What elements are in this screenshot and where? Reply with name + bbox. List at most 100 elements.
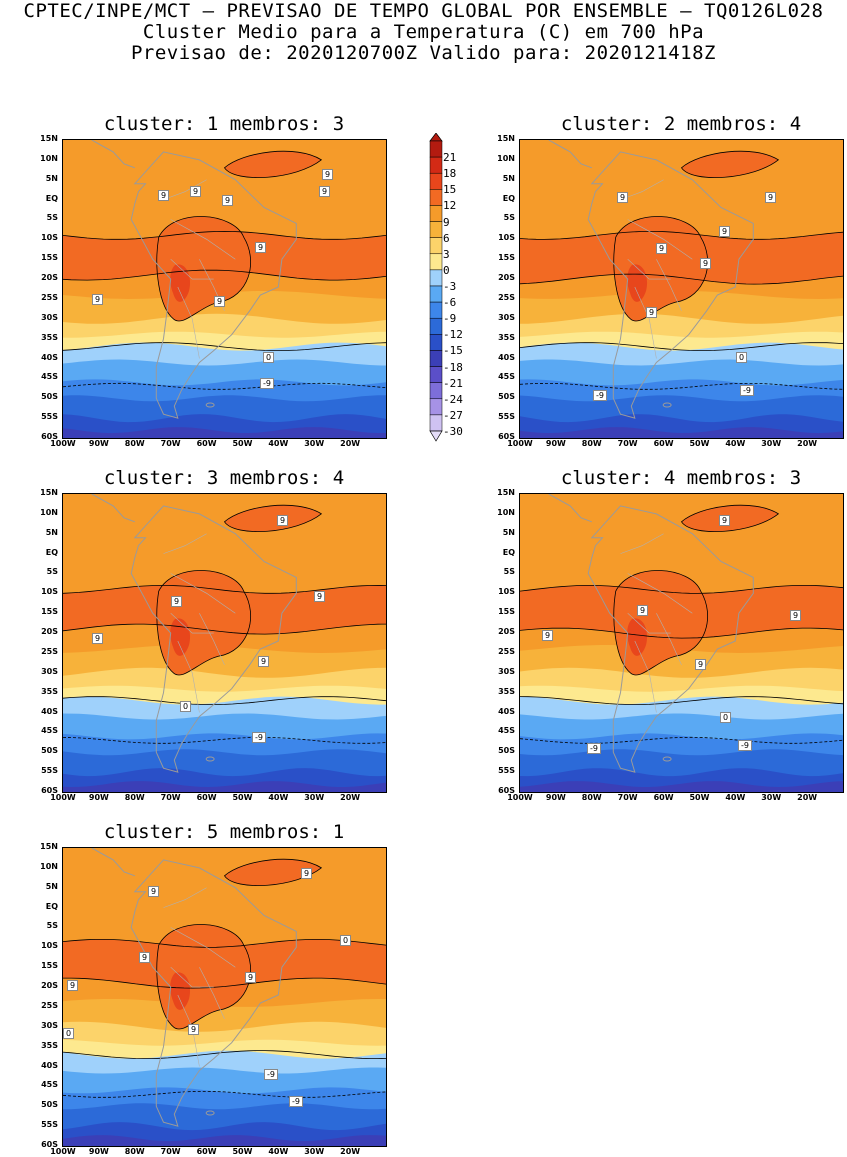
contour-label: 9 xyxy=(277,515,289,526)
contour-9-south xyxy=(63,977,386,989)
contour-minus-9 xyxy=(63,382,386,390)
longitude-tick-label: 30W xyxy=(304,1147,325,1156)
contour-label: 9 xyxy=(719,226,731,237)
latitude-tick-label: 10S xyxy=(41,587,58,597)
latitude-tick-label: 25S xyxy=(41,1000,58,1010)
members-count: 1 xyxy=(332,821,345,843)
latitude-tick-label: 25S xyxy=(498,292,515,302)
latitude-tick-label: 15S xyxy=(41,961,58,971)
members-label: membros: xyxy=(686,467,779,489)
latitude-tick-label: 5S xyxy=(503,567,515,577)
contour-0 xyxy=(520,342,843,351)
latitude-tick-label: 50S xyxy=(41,392,58,402)
latitude-tick-label: 5S xyxy=(46,213,58,223)
falkland-islands xyxy=(662,756,672,762)
cluster-number: 1 xyxy=(206,113,219,135)
colorbar-level-label: -3 xyxy=(443,280,457,293)
longitude-tick-label: 60W xyxy=(196,439,217,448)
longitude-tick-label: 50W xyxy=(232,793,253,802)
contour-label: 9 xyxy=(171,596,183,607)
contour-9 xyxy=(63,584,386,594)
contour-label: -9 xyxy=(289,1096,303,1107)
longitude-tick-label: 80W xyxy=(124,439,145,448)
contour-label: 9 xyxy=(92,633,104,644)
contour-label: -9 xyxy=(738,740,752,751)
longitude-tick-label: 40W xyxy=(268,1147,289,1156)
country-border xyxy=(170,966,214,988)
contour-9 xyxy=(63,230,386,240)
contour-label: 9 xyxy=(719,515,731,526)
latitude-tick-label: 5S xyxy=(503,213,515,223)
latitude-tick-label: 25S xyxy=(41,646,58,656)
main-title: CPTEC/INPE/MCT – PREVISAO DE TEMPO GLOBA… xyxy=(23,0,824,22)
latitude-tick-label: 55S xyxy=(498,412,515,422)
latitude-tick-label: 10S xyxy=(41,941,58,951)
longitude-tick-label: 70W xyxy=(617,793,638,802)
cluster-number: 2 xyxy=(663,113,676,135)
panel-title-1: cluster: 1 membros: 3 xyxy=(59,113,389,135)
latitude-tick-label: 50S xyxy=(498,392,515,402)
members-count: 3 xyxy=(789,467,802,489)
latitude-tick-label: 30S xyxy=(41,1020,58,1030)
cluster-label: cluster: xyxy=(560,113,653,135)
contour-label: 9 xyxy=(319,186,331,197)
colorbar-min-arrow xyxy=(429,430,443,442)
colorbar-swatch xyxy=(429,221,443,238)
latitude-tick-label: 20S xyxy=(498,627,515,637)
contour-0 xyxy=(63,1050,386,1060)
contour-label: 9 xyxy=(765,192,777,203)
colorbar-level-label: 9 xyxy=(443,215,450,229)
latitude-tick-label: 60S xyxy=(41,786,58,795)
latitude-tick-label: 10N xyxy=(40,153,58,163)
latitude-tick-label: 40S xyxy=(41,706,58,716)
colorbar-level-label: 21 xyxy=(443,151,457,165)
latitude-tick-label: 60S xyxy=(498,786,515,795)
coastline xyxy=(130,151,297,419)
contour-label: -9 xyxy=(260,378,274,389)
longitude-tick-label: 60W xyxy=(196,793,217,802)
contour-label: 9 xyxy=(301,868,313,879)
forecast-map-4 xyxy=(519,493,844,793)
country-border xyxy=(163,533,207,554)
latitude-tick-label: 15S xyxy=(41,253,58,263)
contour-label: -9 xyxy=(252,732,266,743)
colorbar-swatch xyxy=(429,301,443,319)
contour-9-south xyxy=(63,269,386,281)
latitude-tick-label: 20S xyxy=(41,981,58,991)
hot-core xyxy=(170,264,191,302)
country-border xyxy=(177,286,200,359)
contour-label: 9 xyxy=(92,294,104,305)
latitude-tick-label: 5N xyxy=(502,527,515,537)
colorbar-level-label: -6 xyxy=(443,296,457,310)
colorbar-swatch xyxy=(429,172,443,190)
members-label: membros: xyxy=(686,113,779,135)
contour-label: 9 xyxy=(322,169,334,180)
coastline xyxy=(587,505,754,773)
latitude-tick-label: 40S xyxy=(41,1060,58,1070)
colorbar-level-label: 12 xyxy=(443,199,457,213)
latitude-tick-label: EQ xyxy=(45,547,58,557)
latitude-tick-label: 15S xyxy=(41,607,58,617)
longitude-tick-label: 30W xyxy=(761,439,782,448)
colorbar-swatch xyxy=(429,269,443,287)
colorbar-level-label: 18 xyxy=(443,167,457,181)
latitude-tick-label: 10N xyxy=(40,861,58,871)
colorbar-level-label: -15 xyxy=(443,344,463,358)
latitude-tick-label: 30S xyxy=(41,666,58,676)
contour-label: -9 xyxy=(740,385,754,396)
panel-title-3: cluster: 3 membros: 4 xyxy=(59,467,389,489)
longitude-tick-label: 60W xyxy=(653,793,674,802)
forecast-map-3 xyxy=(62,493,387,793)
country-border xyxy=(163,179,207,200)
country-border xyxy=(177,640,200,713)
coastline xyxy=(130,859,297,1127)
contour-label: 9 xyxy=(700,258,712,269)
colorbar-swatch xyxy=(429,317,443,335)
contour-label: 9 xyxy=(258,656,270,667)
longitude-tick-label: 20W xyxy=(340,1147,361,1156)
longitude-tick-label: 70W xyxy=(160,439,181,448)
colorbar-swatch xyxy=(429,156,443,174)
longitude-tick-label: 100W xyxy=(50,1147,76,1156)
latitude-tick-label: 55S xyxy=(41,412,58,422)
longitude-tick-label: 40W xyxy=(725,439,746,448)
